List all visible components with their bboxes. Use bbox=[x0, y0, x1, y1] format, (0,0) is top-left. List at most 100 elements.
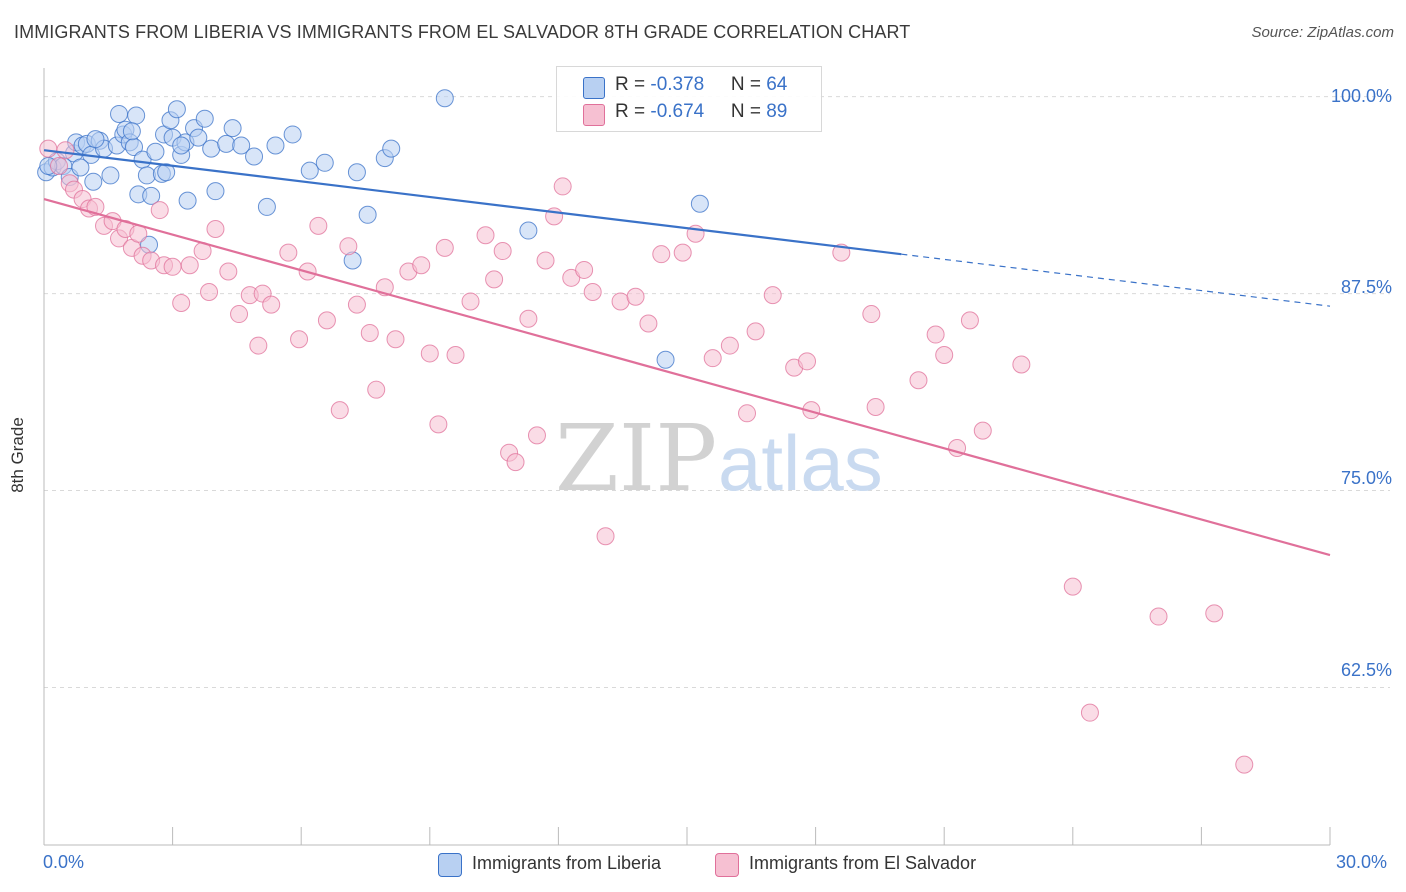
legend-n-label: N = bbox=[730, 74, 767, 95]
liberia-point bbox=[71, 158, 90, 177]
liberia-point bbox=[519, 221, 538, 240]
el-salvador-point bbox=[339, 237, 358, 256]
el-salvador-point bbox=[206, 219, 225, 238]
el-salvador-point bbox=[200, 282, 219, 301]
liberia-point bbox=[127, 106, 146, 125]
y-tick-label: 87.5% bbox=[1340, 277, 1392, 297]
el-salvador-point bbox=[862, 305, 881, 324]
el-salvador-trend-line bbox=[43, 197, 1331, 557]
x-tick-label-min: 0.0% bbox=[43, 852, 85, 872]
el-salvador-point bbox=[639, 314, 658, 333]
correlation-legend: R = -0.378 N = 64 R = -0.674 N = 89 bbox=[556, 66, 822, 132]
legend-label-el-salvador: Immigrants from El Salvador bbox=[749, 853, 977, 873]
el-salvador-point bbox=[506, 453, 525, 472]
liberia-point bbox=[195, 109, 214, 128]
el-salvador-point bbox=[1235, 755, 1254, 774]
liberia-trend-line bbox=[43, 149, 902, 256]
x-tick-label-max: 30.0% bbox=[1336, 852, 1388, 872]
watermark: ZIP atlas bbox=[555, 405, 883, 512]
legend-r-value: -0.674 bbox=[650, 101, 705, 122]
el-salvador-point bbox=[367, 380, 386, 399]
legend-swatch-el-salvador bbox=[715, 853, 739, 877]
el-salvador-point bbox=[935, 346, 954, 365]
el-salvador-point bbox=[575, 260, 594, 279]
liberia-point bbox=[382, 139, 401, 158]
legend-r-label: R = bbox=[615, 74, 651, 95]
el-salvador-point bbox=[262, 295, 281, 314]
chart-title: IMMIGRANTS FROM LIBERIA VS IMMIGRANTS FR… bbox=[14, 22, 911, 42]
liberia-point bbox=[232, 136, 251, 155]
legend-swatch-liberia bbox=[438, 853, 462, 877]
el-salvador-point bbox=[926, 325, 945, 344]
y-tick-label: 75.0% bbox=[1340, 468, 1392, 488]
el-salvador-point bbox=[330, 401, 349, 420]
liberia-point bbox=[217, 134, 236, 153]
liberia-point bbox=[257, 197, 276, 216]
trend-lines bbox=[43, 149, 1331, 557]
liberia-point bbox=[122, 122, 141, 141]
el-salvador-point bbox=[485, 270, 504, 289]
liberia-point bbox=[167, 100, 186, 119]
liberia-point bbox=[110, 104, 129, 123]
legend-label-liberia: Immigrants from Liberia bbox=[472, 853, 662, 873]
el-salvador-point bbox=[386, 330, 405, 349]
el-salvador-point bbox=[652, 245, 671, 264]
el-salvador-point bbox=[150, 201, 169, 220]
el-salvador-point bbox=[493, 242, 512, 261]
liberia-point bbox=[266, 136, 285, 155]
axes bbox=[43, 68, 1331, 846]
y-tick-label: 100.0% bbox=[1330, 86, 1392, 106]
legend-n-value: 89 bbox=[766, 101, 788, 122]
el-salvador-point bbox=[347, 295, 366, 314]
series-legend: Immigrants from Liberia Immigrants from … bbox=[0, 851, 1406, 879]
el-salvador-point bbox=[172, 294, 191, 313]
el-salvador-point bbox=[626, 287, 645, 306]
legend-n-value: 64 bbox=[766, 74, 788, 95]
liberia-point bbox=[245, 147, 264, 166]
el-salvador-point bbox=[519, 309, 538, 328]
legend-n-label: N = bbox=[730, 101, 767, 122]
legend-r-value: -0.378 bbox=[650, 74, 705, 95]
el-salvador-point bbox=[309, 216, 328, 235]
liberia-point bbox=[202, 139, 221, 158]
el-salvador-point bbox=[1149, 607, 1168, 626]
liberia-point bbox=[283, 125, 302, 144]
y-tick-label: 62.5% bbox=[1340, 660, 1392, 680]
el-salvador-point bbox=[746, 322, 765, 341]
liberia-point bbox=[347, 163, 366, 182]
grid-lines bbox=[44, 96, 1390, 688]
el-salvador-point bbox=[360, 323, 379, 342]
el-salvador-point bbox=[866, 398, 885, 417]
liberia-point bbox=[206, 182, 225, 201]
el-salvador-point bbox=[420, 344, 439, 363]
el-salvador-point bbox=[249, 336, 268, 355]
liberia-point bbox=[223, 119, 242, 138]
liberia-point bbox=[86, 130, 105, 149]
el-salvador-point bbox=[562, 268, 581, 287]
liberia-point bbox=[690, 194, 709, 213]
liberia-point bbox=[157, 163, 176, 182]
liberia-point bbox=[315, 153, 334, 172]
liberia-point bbox=[656, 350, 675, 369]
el-salvador-point bbox=[279, 243, 298, 262]
el-salvador-point bbox=[763, 286, 782, 305]
el-salvador-point bbox=[435, 238, 454, 257]
liberia-point bbox=[172, 136, 191, 155]
el-salvador-point bbox=[446, 346, 465, 365]
el-salvador-point bbox=[1205, 604, 1224, 623]
el-salvador-point bbox=[673, 243, 692, 262]
el-salvador-point bbox=[720, 336, 739, 355]
el-salvador-point bbox=[230, 305, 249, 324]
el-salvador-point bbox=[960, 311, 979, 330]
liberia-point bbox=[84, 172, 103, 191]
el-salvador-point bbox=[1080, 703, 1099, 722]
el-salvador-point bbox=[1063, 577, 1082, 596]
watermark-zip: ZIP bbox=[555, 405, 717, 512]
liberia-point bbox=[300, 161, 319, 180]
el-salvador-point bbox=[219, 262, 238, 281]
el-salvador-point bbox=[39, 139, 58, 158]
el-salvador-point bbox=[163, 257, 182, 276]
el-salvador-point bbox=[596, 527, 615, 546]
el-salvador-point bbox=[50, 156, 69, 175]
